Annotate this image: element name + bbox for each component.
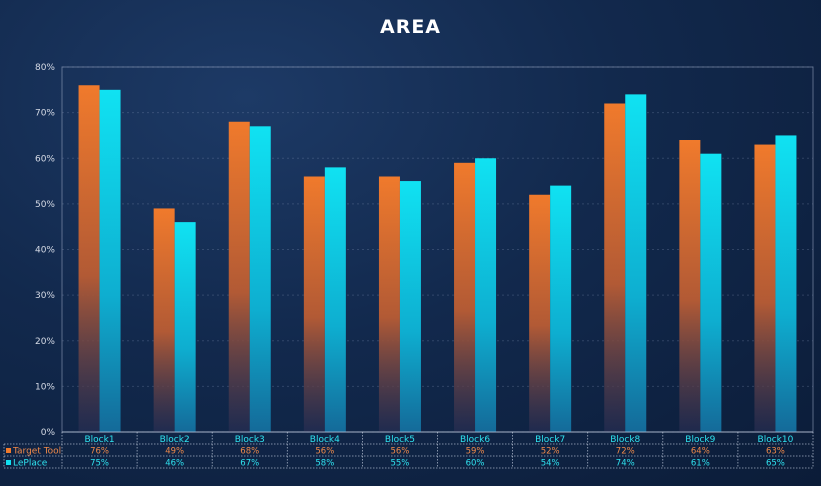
data-label: 64% [691,447,710,457]
data-label: 67% [240,459,259,469]
x-tick-label: Block10 [758,435,794,445]
y-tick-label: 50% [35,200,55,210]
data-label: 52% [541,447,560,457]
data-label: 65% [766,459,785,469]
legend-swatch [6,460,11,465]
data-label: 75% [90,459,109,469]
bar-leplace [625,94,647,432]
bar-leplace [399,181,421,432]
y-tick-label: 10% [35,382,55,392]
legend-label: LePlace [13,459,48,469]
y-tick-label: 70% [35,109,55,119]
chart-title: AREA [379,16,442,38]
bar-target-tool [78,85,100,432]
y-tick-label: 60% [35,154,55,164]
bar-target-tool [754,144,776,432]
data-label: 54% [541,459,560,469]
y-tick-label: 80% [35,63,55,73]
data-label: 60% [466,459,485,469]
data-label: 63% [766,447,785,457]
bar-target-tool [153,208,175,432]
data-label: 74% [616,459,635,469]
x-tick-label: Block2 [160,435,190,445]
bar-target-tool [228,121,250,432]
data-label: 56% [390,447,409,457]
data-label: 61% [691,459,710,469]
y-tick-label: 20% [35,337,55,347]
bar-target-tool [378,176,400,432]
data-label: 58% [315,459,334,469]
x-tick-label: Block3 [235,435,265,445]
x-tick-label: Block8 [610,435,640,445]
x-tick-label: Block9 [685,435,715,445]
bar-leplace [775,135,797,432]
bar-leplace [324,167,346,432]
legend-swatch [6,448,11,453]
bar-target-tool [454,162,476,432]
legend-label: Target Tool [12,447,61,457]
data-label: 49% [165,447,184,457]
data-label: 68% [240,447,259,457]
x-tick-label: Block5 [385,435,415,445]
data-label: 72% [616,447,635,457]
y-tick-label: 30% [35,291,55,301]
bar-leplace [249,126,271,432]
data-label: 55% [390,459,409,469]
bar-target-tool [529,194,551,432]
x-tick-label: Block6 [460,435,490,445]
x-tick-label: Block7 [535,435,565,445]
bar-leplace [550,185,572,432]
data-label: 56% [315,447,334,457]
bar-leplace [475,158,497,432]
y-tick-label: 40% [35,246,55,256]
data-label: 76% [90,447,109,457]
bar-target-tool [303,176,325,432]
x-tick-label: Block4 [310,435,340,445]
data-label: 46% [165,459,184,469]
y-tick-label: 0% [41,428,56,438]
x-tick-label: Block1 [85,435,115,445]
bar-target-tool [679,140,701,432]
data-label: 59% [466,447,485,457]
bar-leplace [99,89,121,432]
bar-leplace [700,153,722,432]
bar-leplace [174,222,196,432]
bar-target-tool [604,103,626,432]
